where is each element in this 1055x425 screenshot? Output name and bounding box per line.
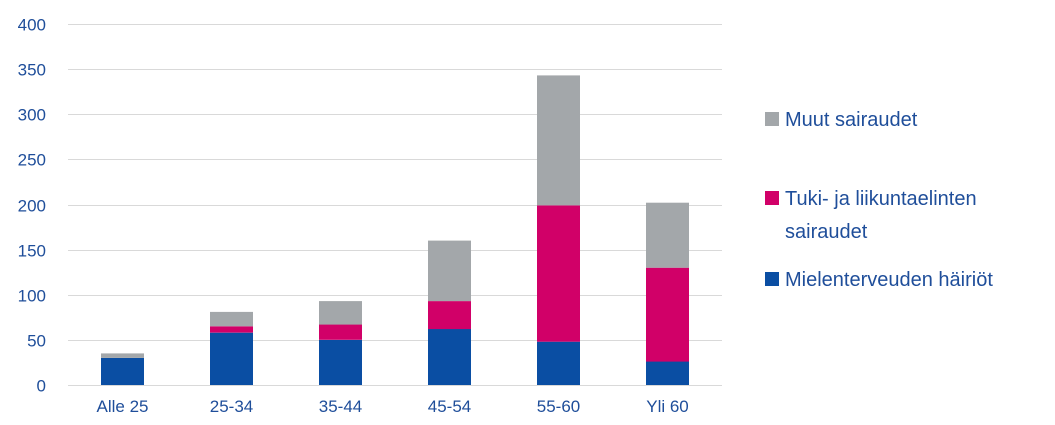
bar-segment (210, 311, 253, 327)
y-tick-label: 200 (18, 197, 46, 216)
bar-segment (319, 324, 362, 340)
x-axis: Alle 25 25-34 35-44 45-54 55-60 Yli 60 (68, 385, 722, 416)
legend-label: Tuki- ja liikuntaelinten (785, 188, 977, 210)
y-tick-label: 150 (18, 242, 46, 261)
x-tick-label: Yli 60 (646, 397, 689, 416)
legend-swatch (765, 191, 779, 205)
x-tick-label: 55-60 (537, 397, 580, 416)
bar-segment (319, 301, 362, 325)
y-tick-label: 0 (37, 377, 46, 396)
y-tick-label: 50 (27, 332, 46, 351)
bar-segment (101, 357, 144, 385)
legend: Muut sairaudet Tuki- ja liikuntaelinten sa… (765, 109, 993, 291)
x-tick-label: 45-54 (428, 397, 471, 416)
legend-label: Mielenterveuden häiriöt (785, 269, 993, 291)
bar-segment (210, 326, 253, 333)
y-tick-label: 100 (18, 287, 46, 306)
legend-label: sairaudet (785, 221, 868, 243)
bars-layer (101, 75, 689, 385)
bar-segment (646, 267, 689, 362)
legend-label: Muut sairaudet (785, 109, 918, 131)
bar-segment (428, 240, 471, 302)
y-tick-label: 250 (18, 151, 46, 170)
y-tick-label: 350 (18, 61, 46, 80)
bar-segment (646, 202, 689, 268)
grid-layer (68, 24, 722, 341)
bar-segment (319, 339, 362, 385)
x-tick-label: Alle 25 (97, 397, 149, 416)
bar-segment (428, 329, 471, 385)
bar-segment (428, 301, 471, 330)
bar-segment (537, 341, 580, 385)
legend-swatch (765, 112, 779, 126)
legend-swatch (765, 272, 779, 286)
x-tick-label: 25-34 (210, 397, 253, 416)
bar-segment (537, 205, 580, 342)
bar-segment (537, 75, 580, 206)
y-tick-label: 300 (18, 106, 46, 125)
bar-segment (101, 353, 144, 358)
x-tick-label: 35-44 (319, 397, 362, 416)
y-tick-label: 400 (18, 16, 46, 35)
y-axis: 0 50 100 150 200 250 300 350 400 (18, 16, 46, 396)
bar-segment (646, 361, 689, 385)
bar-segment (210, 332, 253, 385)
